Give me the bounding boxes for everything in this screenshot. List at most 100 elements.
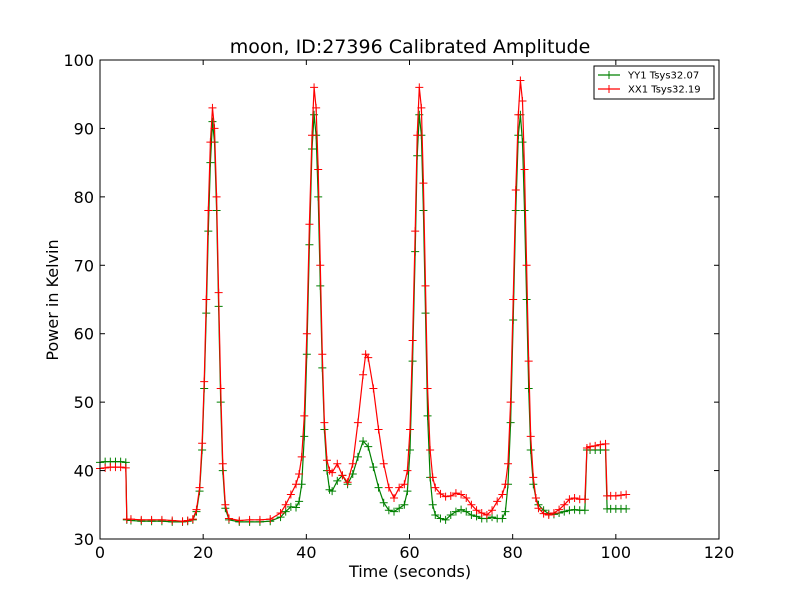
- data-point: [446, 491, 455, 500]
- data-point: [426, 446, 435, 455]
- legend-entry: XX1 Tsys32.19: [598, 85, 701, 96]
- data-point: [428, 500, 437, 509]
- data-point: [101, 463, 110, 472]
- data-point: [524, 357, 533, 366]
- data-point: [328, 487, 337, 496]
- legend-marker: [605, 71, 613, 79]
- series-line: [99, 80, 627, 522]
- data-point: [431, 483, 440, 492]
- data-point: [498, 514, 507, 523]
- y-tick-label: 60: [74, 325, 94, 344]
- data-point: [292, 480, 301, 489]
- data-point: [472, 506, 481, 515]
- plot-area: [99, 59, 720, 540]
- data-point: [406, 446, 415, 455]
- data-point: [245, 515, 254, 524]
- data-point: [586, 442, 595, 451]
- data-point: [202, 295, 211, 304]
- data-point: [622, 490, 631, 499]
- data-point: [580, 495, 589, 504]
- data-point: [157, 515, 166, 524]
- series-layer: [96, 76, 631, 526]
- data-point: [395, 504, 404, 513]
- y-tick-label: 80: [74, 188, 94, 207]
- data-point: [488, 506, 497, 515]
- data-point: [183, 516, 192, 525]
- data-point: [384, 483, 393, 492]
- data-point: [400, 480, 409, 489]
- data-point: [477, 508, 486, 517]
- data-point: [514, 110, 523, 119]
- data-point: [580, 506, 589, 515]
- data-point: [333, 459, 342, 468]
- data-point: [436, 514, 445, 523]
- data-point: [206, 138, 215, 147]
- data-point: [286, 490, 295, 499]
- x-tick-label: 20: [193, 543, 213, 562]
- data-point: [369, 463, 378, 472]
- data-point: [522, 261, 531, 270]
- data-point: [208, 103, 217, 112]
- y-axis-title: Power in Kelvin: [43, 239, 62, 360]
- data-point: [297, 452, 306, 461]
- legend-box: [593, 65, 715, 100]
- data-point: [524, 384, 533, 393]
- y-tick-label: 50: [74, 393, 94, 412]
- data-point: [266, 515, 275, 524]
- data-point: [467, 511, 476, 520]
- data-point: [379, 459, 388, 468]
- data-point: [305, 220, 314, 229]
- data-point: [403, 466, 412, 475]
- data-point: [343, 478, 352, 487]
- data-point: [218, 459, 227, 468]
- data-point: [312, 103, 321, 112]
- data-point: [570, 505, 579, 514]
- data-point: [560, 507, 569, 516]
- data-point: [457, 505, 466, 514]
- data-point: [403, 487, 412, 496]
- data-point: [322, 456, 331, 465]
- data-point: [255, 515, 264, 524]
- data-point: [534, 504, 543, 513]
- data-point: [462, 507, 471, 516]
- data-point: [314, 165, 323, 174]
- data-point: [451, 507, 460, 516]
- series-2: [96, 76, 631, 526]
- data-point: [526, 432, 535, 441]
- data-point: [318, 350, 327, 359]
- data-point: [126, 515, 135, 524]
- data-point: [406, 425, 415, 434]
- data-point: [221, 500, 230, 509]
- data-point: [611, 491, 620, 500]
- data-point: [195, 483, 204, 492]
- data-point: [116, 463, 125, 472]
- y-tick-label: 100: [63, 51, 94, 70]
- x-tick-label: 100: [601, 543, 632, 562]
- x-tick-label: 40: [296, 543, 316, 562]
- data-point: [295, 469, 304, 478]
- data-point: [276, 508, 285, 517]
- y-tick-label: 70: [74, 256, 94, 275]
- data-point: [511, 186, 520, 195]
- data-point: [200, 377, 209, 386]
- data-point: [518, 138, 527, 147]
- data-point: [364, 353, 373, 362]
- data-point: [531, 493, 540, 502]
- data-point: [446, 511, 455, 520]
- data-point: [188, 515, 197, 524]
- legend: YY1 Tsys32.07 XX1 Tsys32.19: [593, 65, 715, 100]
- data-point: [413, 131, 422, 140]
- data-point: [520, 165, 529, 174]
- x-tick-label: 80: [502, 543, 522, 562]
- data-point: [348, 459, 357, 468]
- data-point: [421, 281, 430, 290]
- data-point: [353, 452, 362, 461]
- data-point: [224, 514, 233, 523]
- data-point: [504, 459, 513, 468]
- data-point: [210, 124, 219, 133]
- data-point: [419, 179, 428, 188]
- data-point: [522, 295, 531, 304]
- data-point: [121, 463, 130, 472]
- data-point: [518, 97, 527, 106]
- data-point: [400, 500, 409, 509]
